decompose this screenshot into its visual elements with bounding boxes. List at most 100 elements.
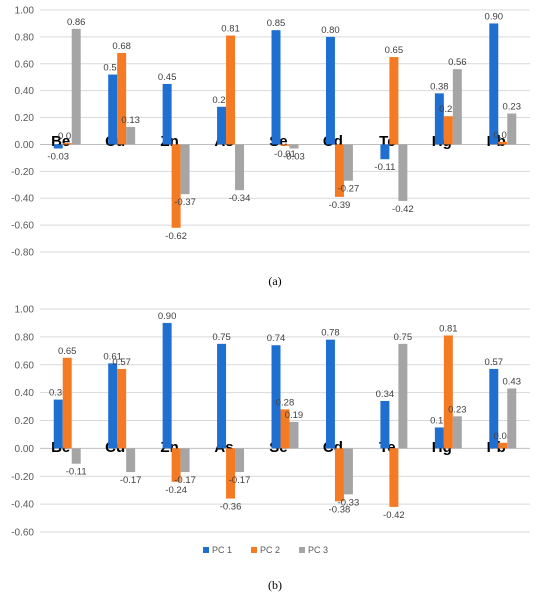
bar (434, 427, 444, 449)
y-tick-label: 0.60 (15, 59, 35, 70)
bar (380, 400, 390, 449)
data-label: 0.28 (276, 397, 295, 408)
data-label: 0.80 (321, 25, 340, 36)
data-label: -0.42 (383, 510, 405, 521)
bar (271, 345, 281, 449)
bar (507, 113, 517, 145)
data-label: 0.15 (430, 415, 449, 426)
y-tick-label: 0.40 (15, 86, 35, 97)
bar (217, 343, 227, 449)
bar (498, 442, 508, 449)
bar (289, 421, 299, 449)
data-label: -0.27 (338, 184, 360, 195)
bar (126, 448, 136, 473)
bar (71, 28, 81, 145)
data-label: 0.61 (103, 351, 122, 362)
chart-a: 1.00 0.80 0.60 0.40 0.20 0.00 -0.20 -0.40 -0.60 -… (11, 6, 530, 259)
bar (280, 144, 290, 146)
bar (452, 416, 462, 449)
y-tick-label: 0.20 (15, 416, 35, 427)
bar (117, 53, 127, 145)
y-tick-label: -0.20 (11, 472, 34, 483)
data-label: 0.04 (494, 431, 513, 442)
data-label: -0.01 (274, 149, 296, 160)
legend-label: PC 3 (308, 545, 328, 555)
y-tick-label: 0.60 (15, 360, 35, 371)
data-label: -0.17 (120, 475, 142, 486)
caption-b: (b) (268, 578, 282, 592)
data-label: 0.43 (503, 376, 522, 387)
bar (171, 144, 181, 228)
bar (334, 448, 344, 502)
data-label: -0.17 (229, 475, 251, 486)
y-tick-label: 1.00 (15, 6, 35, 17)
data-label: -0.37 (174, 197, 196, 208)
bar (489, 368, 499, 449)
bar (108, 74, 118, 145)
bar (108, 363, 118, 449)
bar (325, 36, 335, 145)
data-label: 0.86 (67, 17, 86, 28)
data-label: 0.34 (376, 389, 395, 400)
y-tick-label: 0.00 (15, 140, 35, 151)
bar (271, 30, 281, 145)
data-label: 0.81 (439, 323, 458, 334)
data-label: -0.34 (229, 193, 251, 204)
bar (325, 339, 335, 449)
data-label: 0.90 (485, 11, 504, 22)
data-label: 0.52 (103, 63, 122, 74)
bar (62, 143, 72, 145)
data-label: 0.28 (212, 95, 231, 106)
bar (389, 448, 399, 507)
legend-swatch (299, 547, 305, 553)
data-label: -0.38 (329, 504, 351, 515)
bar (180, 144, 190, 195)
bar (162, 322, 172, 449)
y-tick-label: -0.40 (11, 500, 34, 511)
data-label: -0.39 (329, 200, 351, 211)
data-label: -0.24 (165, 485, 187, 496)
data-label: -0.11 (374, 162, 395, 173)
data-label: -0.03 (47, 151, 69, 162)
data-label: 0.75 (212, 332, 231, 343)
bar (434, 93, 444, 145)
y-tick-label: 0.80 (15, 332, 35, 343)
bar (489, 23, 499, 145)
bar (53, 399, 63, 449)
data-label: 0.23 (503, 102, 522, 113)
data-label: 0.68 (112, 41, 131, 52)
bar (235, 144, 245, 191)
bar (162, 83, 172, 145)
data-label: 0.02 (494, 130, 513, 141)
bar (343, 448, 353, 495)
bar (389, 57, 399, 145)
data-label: 0.81 (221, 24, 240, 35)
data-label: 0.65 (58, 346, 77, 357)
data-label: -0.17 (174, 475, 196, 486)
data-label: 0.65 (385, 45, 404, 56)
bar (398, 343, 408, 449)
bar (53, 144, 63, 149)
legend-swatch (251, 547, 257, 553)
y-tick-label: -0.20 (11, 167, 34, 178)
y-tick-label: -0.60 (11, 221, 34, 232)
y-tick-label: -0.60 (11, 528, 34, 539)
data-label: 0.38 (430, 81, 449, 92)
data-label: 0.01 (58, 131, 77, 142)
bar (117, 368, 127, 449)
data-label: 0.90 (158, 311, 177, 322)
y-tick-label: 0.40 (15, 388, 35, 399)
bar (498, 141, 508, 145)
data-label: 0.57 (485, 357, 504, 368)
bar (226, 448, 236, 499)
data-label: 0.23 (448, 404, 467, 415)
y-tick-label: 1.00 (15, 305, 35, 316)
data-label: 0.35 (49, 388, 68, 399)
bar (398, 144, 408, 201)
data-label: -0.36 (220, 502, 242, 513)
legend-swatch (203, 547, 209, 553)
data-label: 0.74 (267, 333, 286, 344)
legend-label: PC 1 (212, 545, 232, 555)
data-label: -0.03 (283, 151, 305, 162)
